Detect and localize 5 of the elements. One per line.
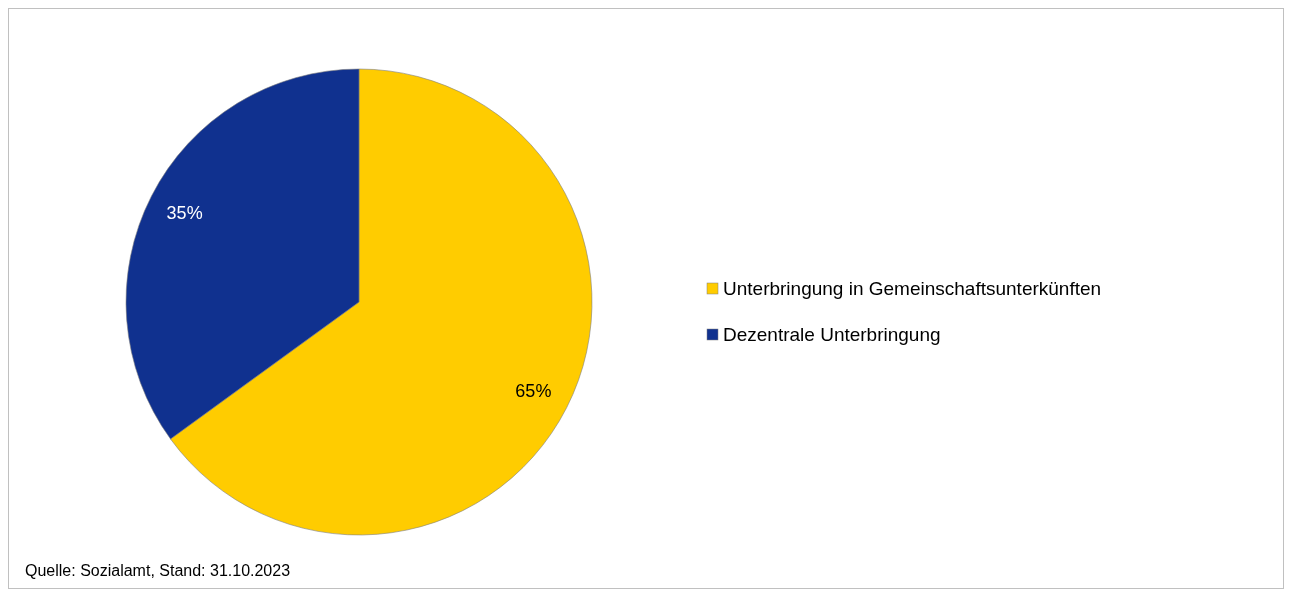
legend-label: Unterbringung in Gemeinschaftsunterkünften [723,277,1102,299]
data-label: 65% [515,380,552,401]
source-note: Quelle: Sozialamt, Stand: 31.10.2023 [25,562,291,579]
legend-label: Dezentrale Unterbringung [723,323,941,345]
data-label: 35% [166,203,203,224]
